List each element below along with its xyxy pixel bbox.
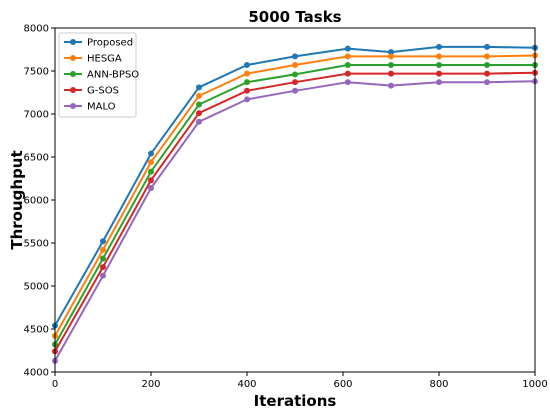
- data-point: [436, 43, 442, 50]
- data-point: [484, 61, 490, 68]
- series-hesga: [52, 52, 538, 339]
- legend-box: [58, 32, 137, 118]
- data-point: [436, 79, 442, 86]
- data-point: [344, 61, 351, 68]
- data-point: [244, 87, 250, 94]
- x-tick-label: 600: [333, 379, 352, 390]
- data-point: [244, 96, 250, 103]
- data-point: [148, 184, 154, 191]
- x-tick-label: 800: [429, 379, 448, 390]
- x-tick-label: 200: [141, 379, 160, 390]
- series-g-sos: [52, 69, 538, 355]
- data-point: [388, 49, 394, 56]
- data-point: [484, 79, 490, 86]
- data-point: [484, 70, 490, 77]
- series-line: [54, 80, 536, 362]
- x-tick-label: 1000: [522, 379, 547, 390]
- data-point: [388, 61, 394, 68]
- data-point: [244, 70, 250, 77]
- legend-swatch-marker: [70, 103, 76, 109]
- data-point: [436, 61, 442, 68]
- y-axis-ticks: 4000 4500 5000 5500 6000 6500 7000 7500 8000: [24, 24, 55, 379]
- data-point: [196, 101, 202, 108]
- data-point: [292, 79, 298, 86]
- legend: Proposed HESGA ANN-BPSO G-SOS MALO: [58, 32, 139, 118]
- data-point: [344, 53, 351, 60]
- plot-area: [52, 43, 538, 364]
- data-point: [436, 70, 442, 77]
- data-point: [436, 53, 442, 60]
- data-point: [148, 159, 154, 166]
- series-ann-bpso: [52, 61, 538, 348]
- data-point: [344, 45, 351, 52]
- series-proposed: [52, 43, 538, 329]
- y-axis-label: Throughput: [8, 150, 26, 249]
- x-tick-label: 400: [237, 379, 256, 390]
- y-tick-label: 5000: [24, 282, 49, 293]
- data-point: [244, 79, 250, 86]
- series-malo: [52, 78, 538, 364]
- data-point: [388, 82, 394, 89]
- legend-entry-label: HESGA: [87, 54, 122, 65]
- legend-swatch-marker: [70, 39, 76, 45]
- data-point: [100, 255, 106, 262]
- y-tick-label: 4500: [24, 325, 49, 336]
- x-axis-label: Iterations: [254, 392, 337, 410]
- data-point: [148, 168, 154, 175]
- legend-swatch-marker: [70, 71, 76, 77]
- data-point: [196, 92, 202, 99]
- data-point: [100, 272, 106, 279]
- data-point: [196, 110, 202, 117]
- data-point: [388, 53, 394, 60]
- legend-entry-label: ANN-BPSO: [87, 70, 139, 81]
- legend-entry-label: Proposed: [87, 38, 133, 49]
- data-point: [100, 246, 106, 253]
- y-tick-label: 6500: [24, 153, 49, 164]
- data-point: [484, 53, 490, 60]
- data-point: [344, 70, 351, 77]
- data-point: [148, 177, 154, 184]
- data-point: [388, 70, 394, 77]
- data-point: [292, 61, 298, 68]
- legend-entry-label: G-SOS: [87, 86, 119, 97]
- data-point: [196, 84, 202, 91]
- data-point: [148, 150, 154, 157]
- legend-entry-label: MALO: [87, 102, 116, 113]
- data-point: [292, 53, 298, 60]
- y-tick-label: 7000: [24, 110, 49, 121]
- y-tick-label: 5500: [24, 239, 49, 250]
- data-point: [100, 264, 106, 271]
- chart-title: 5000 Tasks: [248, 8, 341, 26]
- data-point: [344, 79, 351, 86]
- data-point: [196, 118, 202, 125]
- y-tick-label: 4000: [24, 368, 49, 379]
- data-point: [484, 43, 490, 50]
- legend-swatch-marker: [70, 55, 76, 61]
- data-point: [292, 87, 298, 94]
- x-axis-ticks: 0 200 400 600 800 1000: [52, 372, 548, 390]
- y-tick-label: 8000: [24, 24, 49, 35]
- y-tick-label: 6000: [24, 196, 49, 207]
- legend-swatch-marker: [70, 87, 76, 93]
- y-tick-label: 7500: [24, 67, 49, 78]
- data-point: [292, 71, 298, 78]
- x-tick-label: 0: [52, 379, 58, 390]
- data-point: [244, 61, 250, 68]
- data-point: [100, 238, 106, 245]
